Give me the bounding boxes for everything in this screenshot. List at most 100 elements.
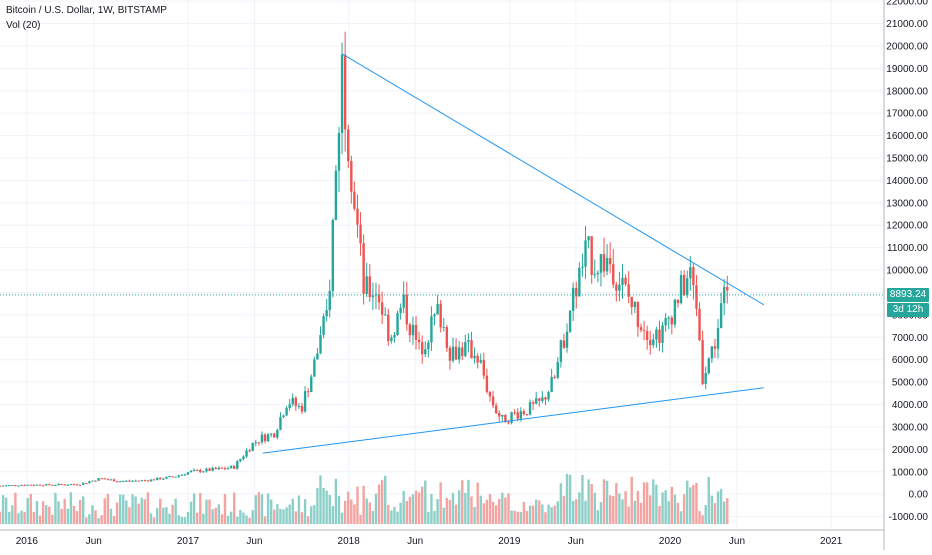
- volume-bar: [451, 492, 455, 524]
- candle-body: [436, 303, 439, 315]
- volume-bar: [371, 511, 375, 524]
- candle-body: [266, 434, 270, 442]
- candle-body: [575, 287, 578, 297]
- candle-body: [192, 469, 196, 471]
- volume-bar: [667, 501, 670, 524]
- volume-bar: [359, 514, 362, 524]
- candle-body: [273, 433, 276, 438]
- volume-bar: [479, 495, 482, 524]
- candle-body: [288, 404, 291, 408]
- volume-bar: [673, 494, 677, 524]
- volume-bar: [402, 491, 405, 524]
- volume-legend: Vol (20): [6, 20, 41, 31]
- candle-body: [516, 412, 519, 419]
- volume-bar: [405, 500, 408, 524]
- volume-bar: [266, 493, 270, 524]
- volume-bar: [384, 475, 387, 524]
- candle-body: [719, 303, 723, 329]
- volume-bar: [310, 506, 313, 524]
- volume-bar: [85, 517, 88, 524]
- candle-body: [562, 340, 566, 348]
- x-tick-label: 2017: [177, 536, 200, 547]
- volume-bar: [248, 517, 251, 524]
- candle-body: [639, 327, 643, 331]
- candle-body: [519, 411, 523, 419]
- candle-body: [424, 349, 427, 355]
- candle-body: [48, 484, 51, 486]
- candle-body: [365, 276, 368, 294]
- candle-body: [538, 398, 541, 401]
- volume-bar: [180, 517, 184, 524]
- candle-body: [578, 267, 581, 297]
- candle-body: [485, 375, 489, 392]
- volume-bar: [605, 480, 609, 524]
- volume-bar: [528, 505, 532, 524]
- x-tick-label: Jun: [407, 536, 423, 547]
- trendlines[interactable]: [0, 53, 884, 454]
- volume-bar: [722, 501, 726, 524]
- volume-bar: [257, 492, 261, 524]
- candle-body: [254, 442, 257, 444]
- volume-bar: [143, 499, 147, 524]
- x-tick-label: 2019: [498, 536, 521, 547]
- volume-bar: [556, 501, 559, 524]
- volume-bar: [461, 480, 464, 524]
- volume-bar: [297, 495, 301, 524]
- y-tick-label: 11000.00: [887, 243, 928, 254]
- volume-bar: [408, 496, 412, 524]
- candle-body: [75, 484, 79, 486]
- volume-bar: [331, 506, 335, 524]
- candle-body: [196, 469, 199, 471]
- candle-body: [713, 346, 717, 349]
- candle-body: [319, 334, 322, 354]
- candle-body: [134, 480, 137, 482]
- candle-body: [676, 299, 680, 304]
- y-tick-label: 2000.00: [892, 445, 929, 456]
- volume-bar: [106, 493, 110, 524]
- volume-bar: [562, 496, 566, 524]
- y-tick-label: 21000.00: [886, 19, 928, 30]
- candle-body: [612, 264, 615, 285]
- candle-body: [473, 355, 476, 359]
- candle-body: [501, 414, 504, 417]
- volume-bar: [211, 509, 214, 524]
- volume-bar: [97, 517, 100, 524]
- volume-bar: [559, 483, 563, 524]
- volume-bar: [63, 498, 66, 524]
- volume-bar: [122, 494, 125, 524]
- grid: [0, 0, 884, 530]
- candle-body: [54, 485, 57, 487]
- volume-bar: [692, 484, 695, 524]
- x-tick-label: 2021: [820, 536, 843, 547]
- volume-bar: [220, 514, 224, 524]
- volume-bars: [0, 473, 729, 524]
- candle-body: [29, 484, 33, 486]
- candle-body: [118, 481, 122, 483]
- candle-body: [171, 476, 174, 478]
- candle-body: [11, 485, 14, 487]
- volume-bar: [137, 503, 140, 524]
- volume-bar: [485, 499, 489, 524]
- candle-body: [602, 254, 606, 272]
- candle-body: [461, 347, 464, 357]
- volume-bar: [45, 505, 48, 524]
- volume-bar: [670, 486, 674, 524]
- volume-bar: [436, 499, 439, 524]
- candle-body: [608, 258, 612, 265]
- volume-bar: [593, 492, 596, 524]
- candle-body: [0, 485, 2, 487]
- candle-body: [649, 339, 652, 346]
- candle-body: [618, 284, 621, 291]
- volume-bar: [54, 492, 57, 524]
- volume-bar: [69, 492, 73, 524]
- y-tick-label: 16000.00: [886, 131, 928, 142]
- candle-body: [41, 485, 45, 487]
- candle-body: [682, 275, 686, 296]
- candle-body: [78, 484, 82, 486]
- volume-bar: [20, 510, 23, 524]
- volume-bar: [291, 498, 294, 524]
- volume-bar: [269, 499, 273, 524]
- candle-body: [451, 346, 455, 361]
